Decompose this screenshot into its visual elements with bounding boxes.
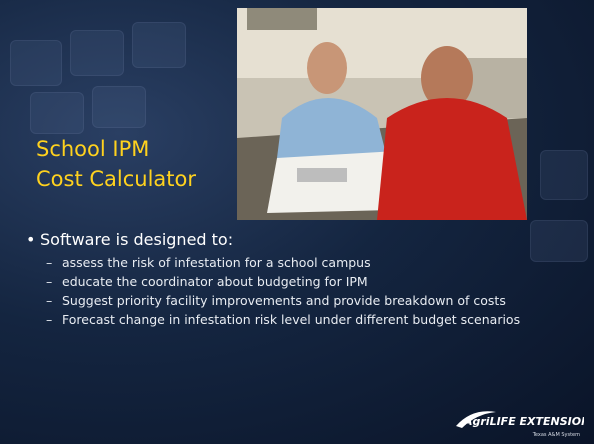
title-line: Cost Calculator [36,164,196,194]
sub-bullet: Suggest priority facility improvements a… [62,294,532,308]
background-key [70,30,124,76]
logo: AgriLIFE EXTENSION Texas A&M System [452,406,584,440]
sub-bullet-list: assess the risk of infestation for a sch… [62,256,532,332]
title-line: School IPM [36,134,196,164]
background-key [30,92,84,134]
logo-tagline: Texas A&M System [532,432,580,438]
background-key [530,220,588,262]
sub-bullet: Forecast change in infestation risk leve… [62,313,532,327]
slide: School IPM Cost Calculator Software is d… [0,0,594,444]
photo [237,8,527,220]
background-key [92,86,146,128]
bullet: Software is designed to: [40,230,233,249]
background-key [132,22,186,68]
logo-name: AgriLIFE EXTENSION [463,415,584,428]
background-key [10,40,62,86]
sub-bullet: educate the coordinator about budgeting … [62,275,532,289]
sub-bullet: assess the risk of infestation for a sch… [62,256,532,270]
background-key [540,150,588,200]
slide-title: School IPM Cost Calculator [36,134,196,194]
